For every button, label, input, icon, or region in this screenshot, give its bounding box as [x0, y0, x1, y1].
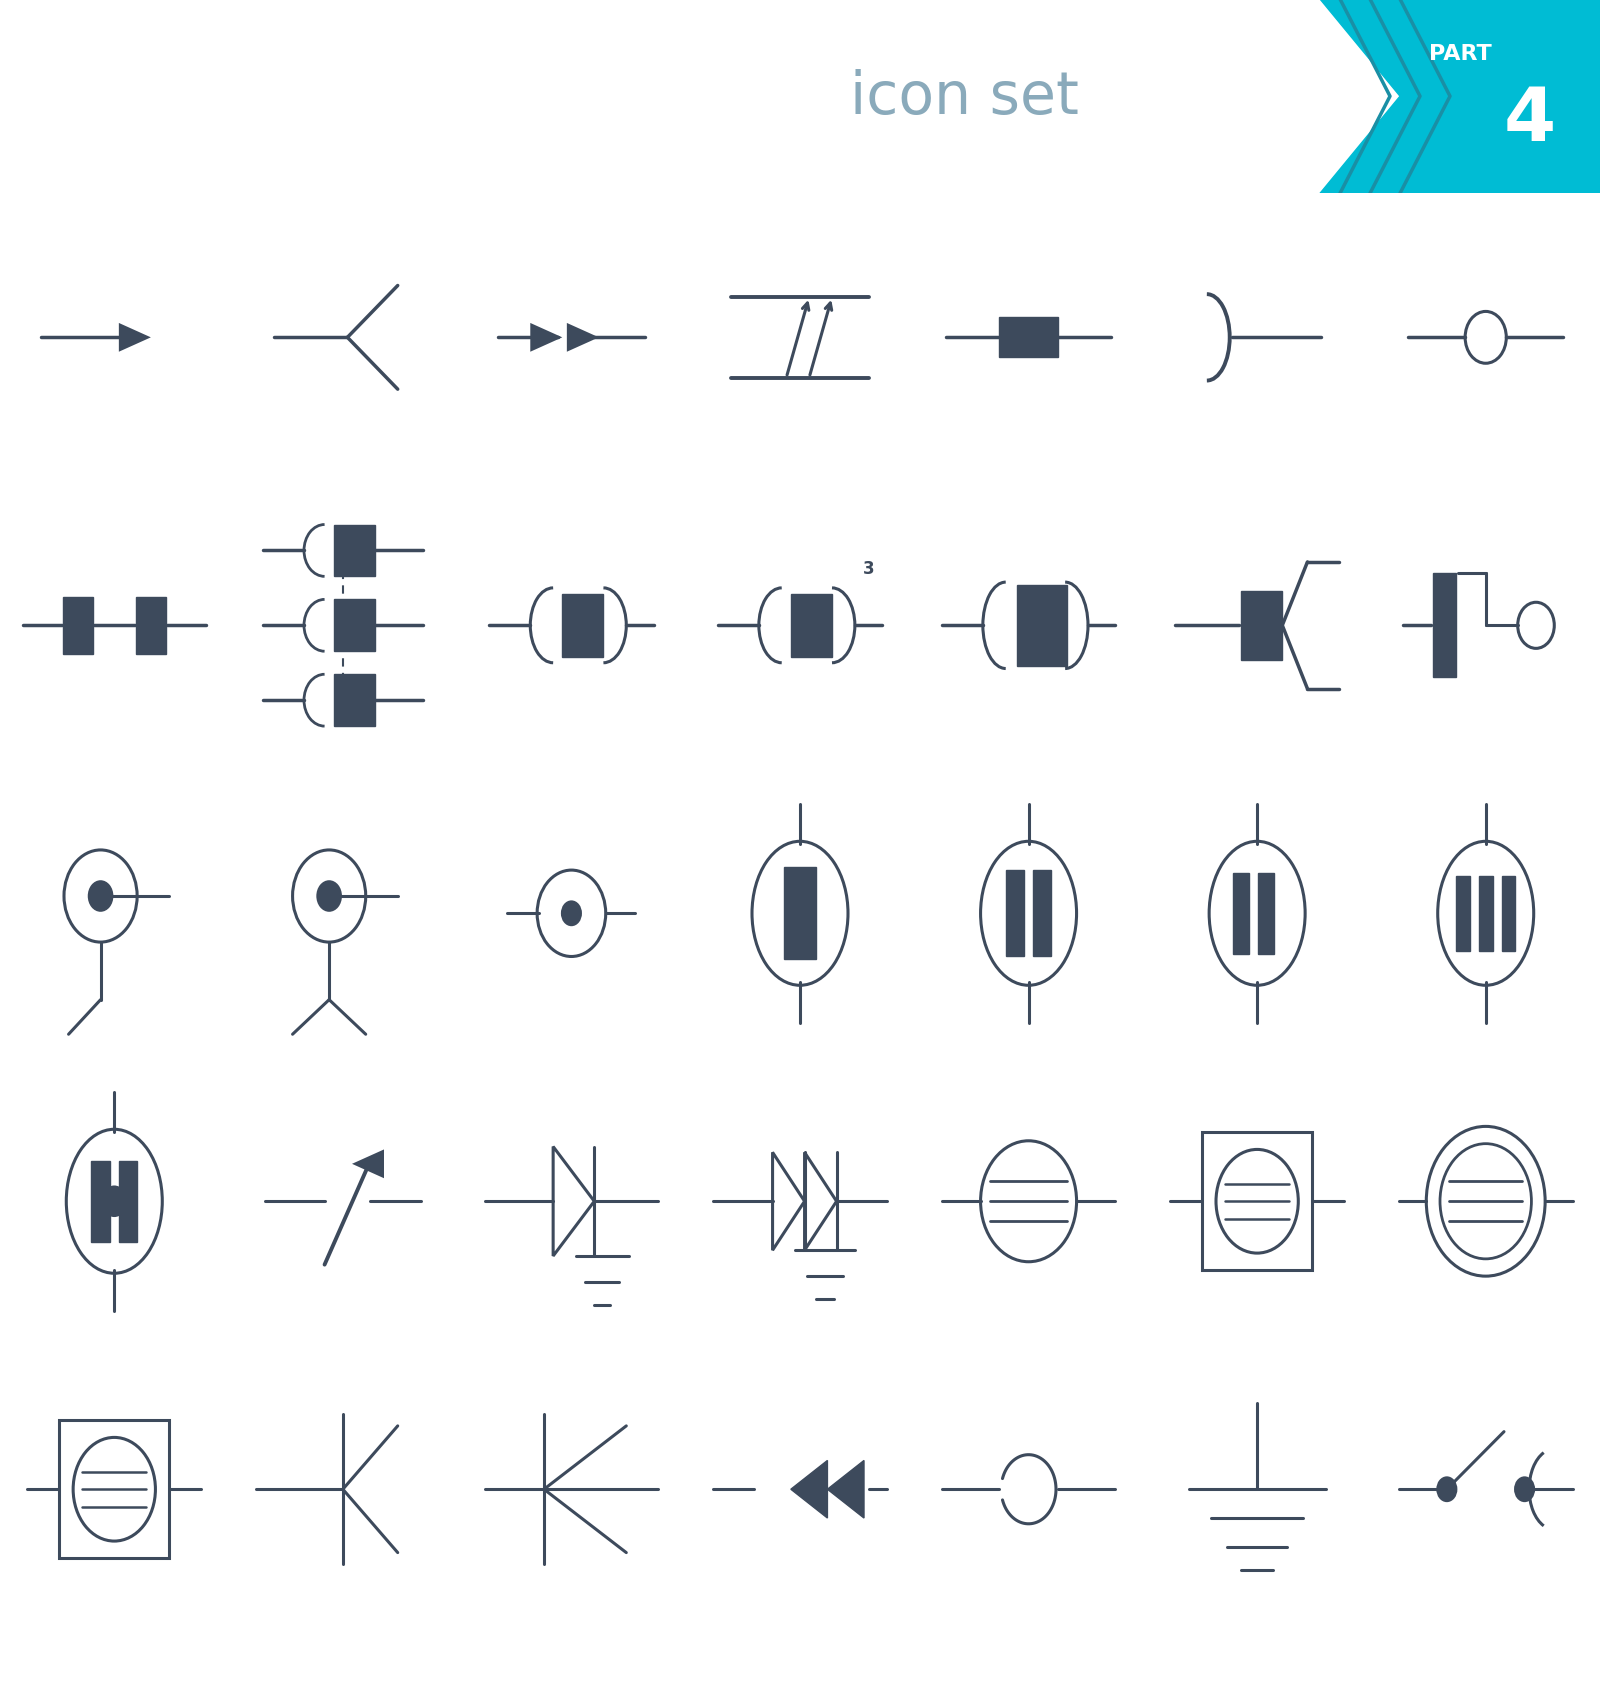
Circle shape [562, 902, 581, 926]
FancyArrow shape [118, 324, 150, 353]
Bar [1258, 873, 1274, 954]
Bar [1502, 877, 1515, 951]
Bar [1456, 877, 1470, 951]
Text: PART: PART [1429, 44, 1491, 64]
Bar [334, 600, 374, 652]
Bar [1202, 1133, 1312, 1270]
Bar [790, 595, 832, 657]
Bar [91, 1162, 110, 1241]
Bar [1478, 877, 1493, 951]
Text: icon set: icon set [850, 69, 1078, 125]
Polygon shape [790, 1461, 827, 1518]
Text: ID 100039722: ID 100039722 [1152, 1654, 1250, 1669]
Bar [1434, 574, 1456, 677]
Bar [1006, 870, 1024, 958]
FancyArrow shape [352, 1150, 384, 1179]
Text: dreamstime.com: dreamstime.com [208, 1654, 338, 1669]
Bar [1242, 591, 1282, 660]
Text: © Sylas83: © Sylas83 [1424, 1654, 1496, 1669]
Bar [562, 595, 603, 657]
Circle shape [318, 882, 341, 910]
Bar [334, 676, 374, 726]
Polygon shape [1320, 0, 1600, 194]
Circle shape [90, 882, 112, 910]
Circle shape [1515, 1478, 1534, 1502]
Circle shape [1438, 1478, 1456, 1502]
Text: 4: 4 [1504, 84, 1557, 157]
Polygon shape [827, 1461, 864, 1518]
Bar [784, 868, 816, 959]
Bar [998, 318, 1058, 358]
Bar [1018, 586, 1067, 665]
Bar [59, 1420, 170, 1559]
Text: 3: 3 [862, 559, 874, 578]
Circle shape [102, 1187, 126, 1216]
Text: Electronic parts: Electronic parts [40, 64, 659, 130]
Bar [62, 598, 93, 655]
FancyArrow shape [566, 324, 598, 353]
Bar [334, 525, 374, 578]
FancyArrow shape [530, 324, 562, 353]
Bar [1234, 873, 1250, 954]
Bar [118, 1162, 138, 1241]
Bar [136, 598, 166, 655]
Bar [1034, 870, 1051, 958]
